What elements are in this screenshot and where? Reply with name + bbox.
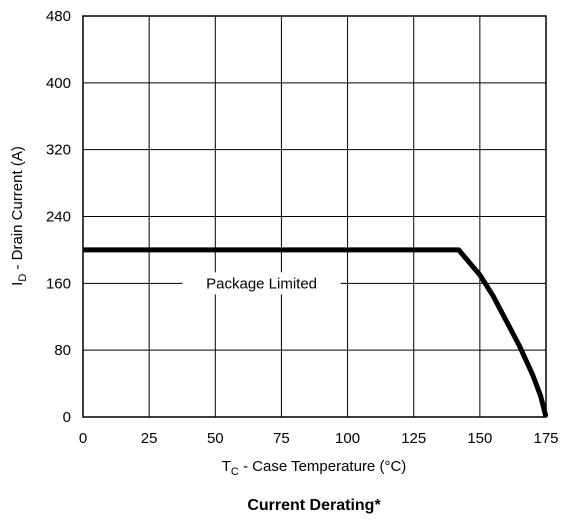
y-tick-label: 240 <box>46 209 71 226</box>
y-axis-label: ID - Drain Current (A) <box>9 146 29 286</box>
x-tick-label: 75 <box>273 430 290 447</box>
x-tick-label: 175 <box>533 430 558 447</box>
x-tick-label: 150 <box>467 430 492 447</box>
annotation-package-limited: Package Limited <box>206 275 317 292</box>
x-tick-labels: 0 25 50 75 100 125 150 175 <box>79 430 559 447</box>
chart-title: Current Derating* <box>247 497 381 514</box>
plot-frame <box>82 15 547 418</box>
y-tick-label: 0 <box>63 409 71 426</box>
x-tick-label: 100 <box>335 430 360 447</box>
x-tick-label: 25 <box>141 430 158 447</box>
y-tick-label: 320 <box>46 142 71 159</box>
y-tick-labels: 0 80 160 240 320 400 480 <box>46 8 71 426</box>
x-tick-label: 50 <box>207 430 224 447</box>
y-tick-label: 480 <box>46 8 71 25</box>
x-tick-label: 0 <box>79 430 87 447</box>
x-tick-label: 125 <box>401 430 426 447</box>
y-tick-label: 400 <box>46 75 71 92</box>
y-tick-label: 80 <box>54 342 71 359</box>
derating-curve <box>83 247 549 418</box>
x-axis-label: TC - Case Temperature (°C) <box>222 458 407 478</box>
y-tick-label: 160 <box>46 275 71 292</box>
grid-lines <box>82 15 547 418</box>
annotation-background <box>182 272 341 295</box>
